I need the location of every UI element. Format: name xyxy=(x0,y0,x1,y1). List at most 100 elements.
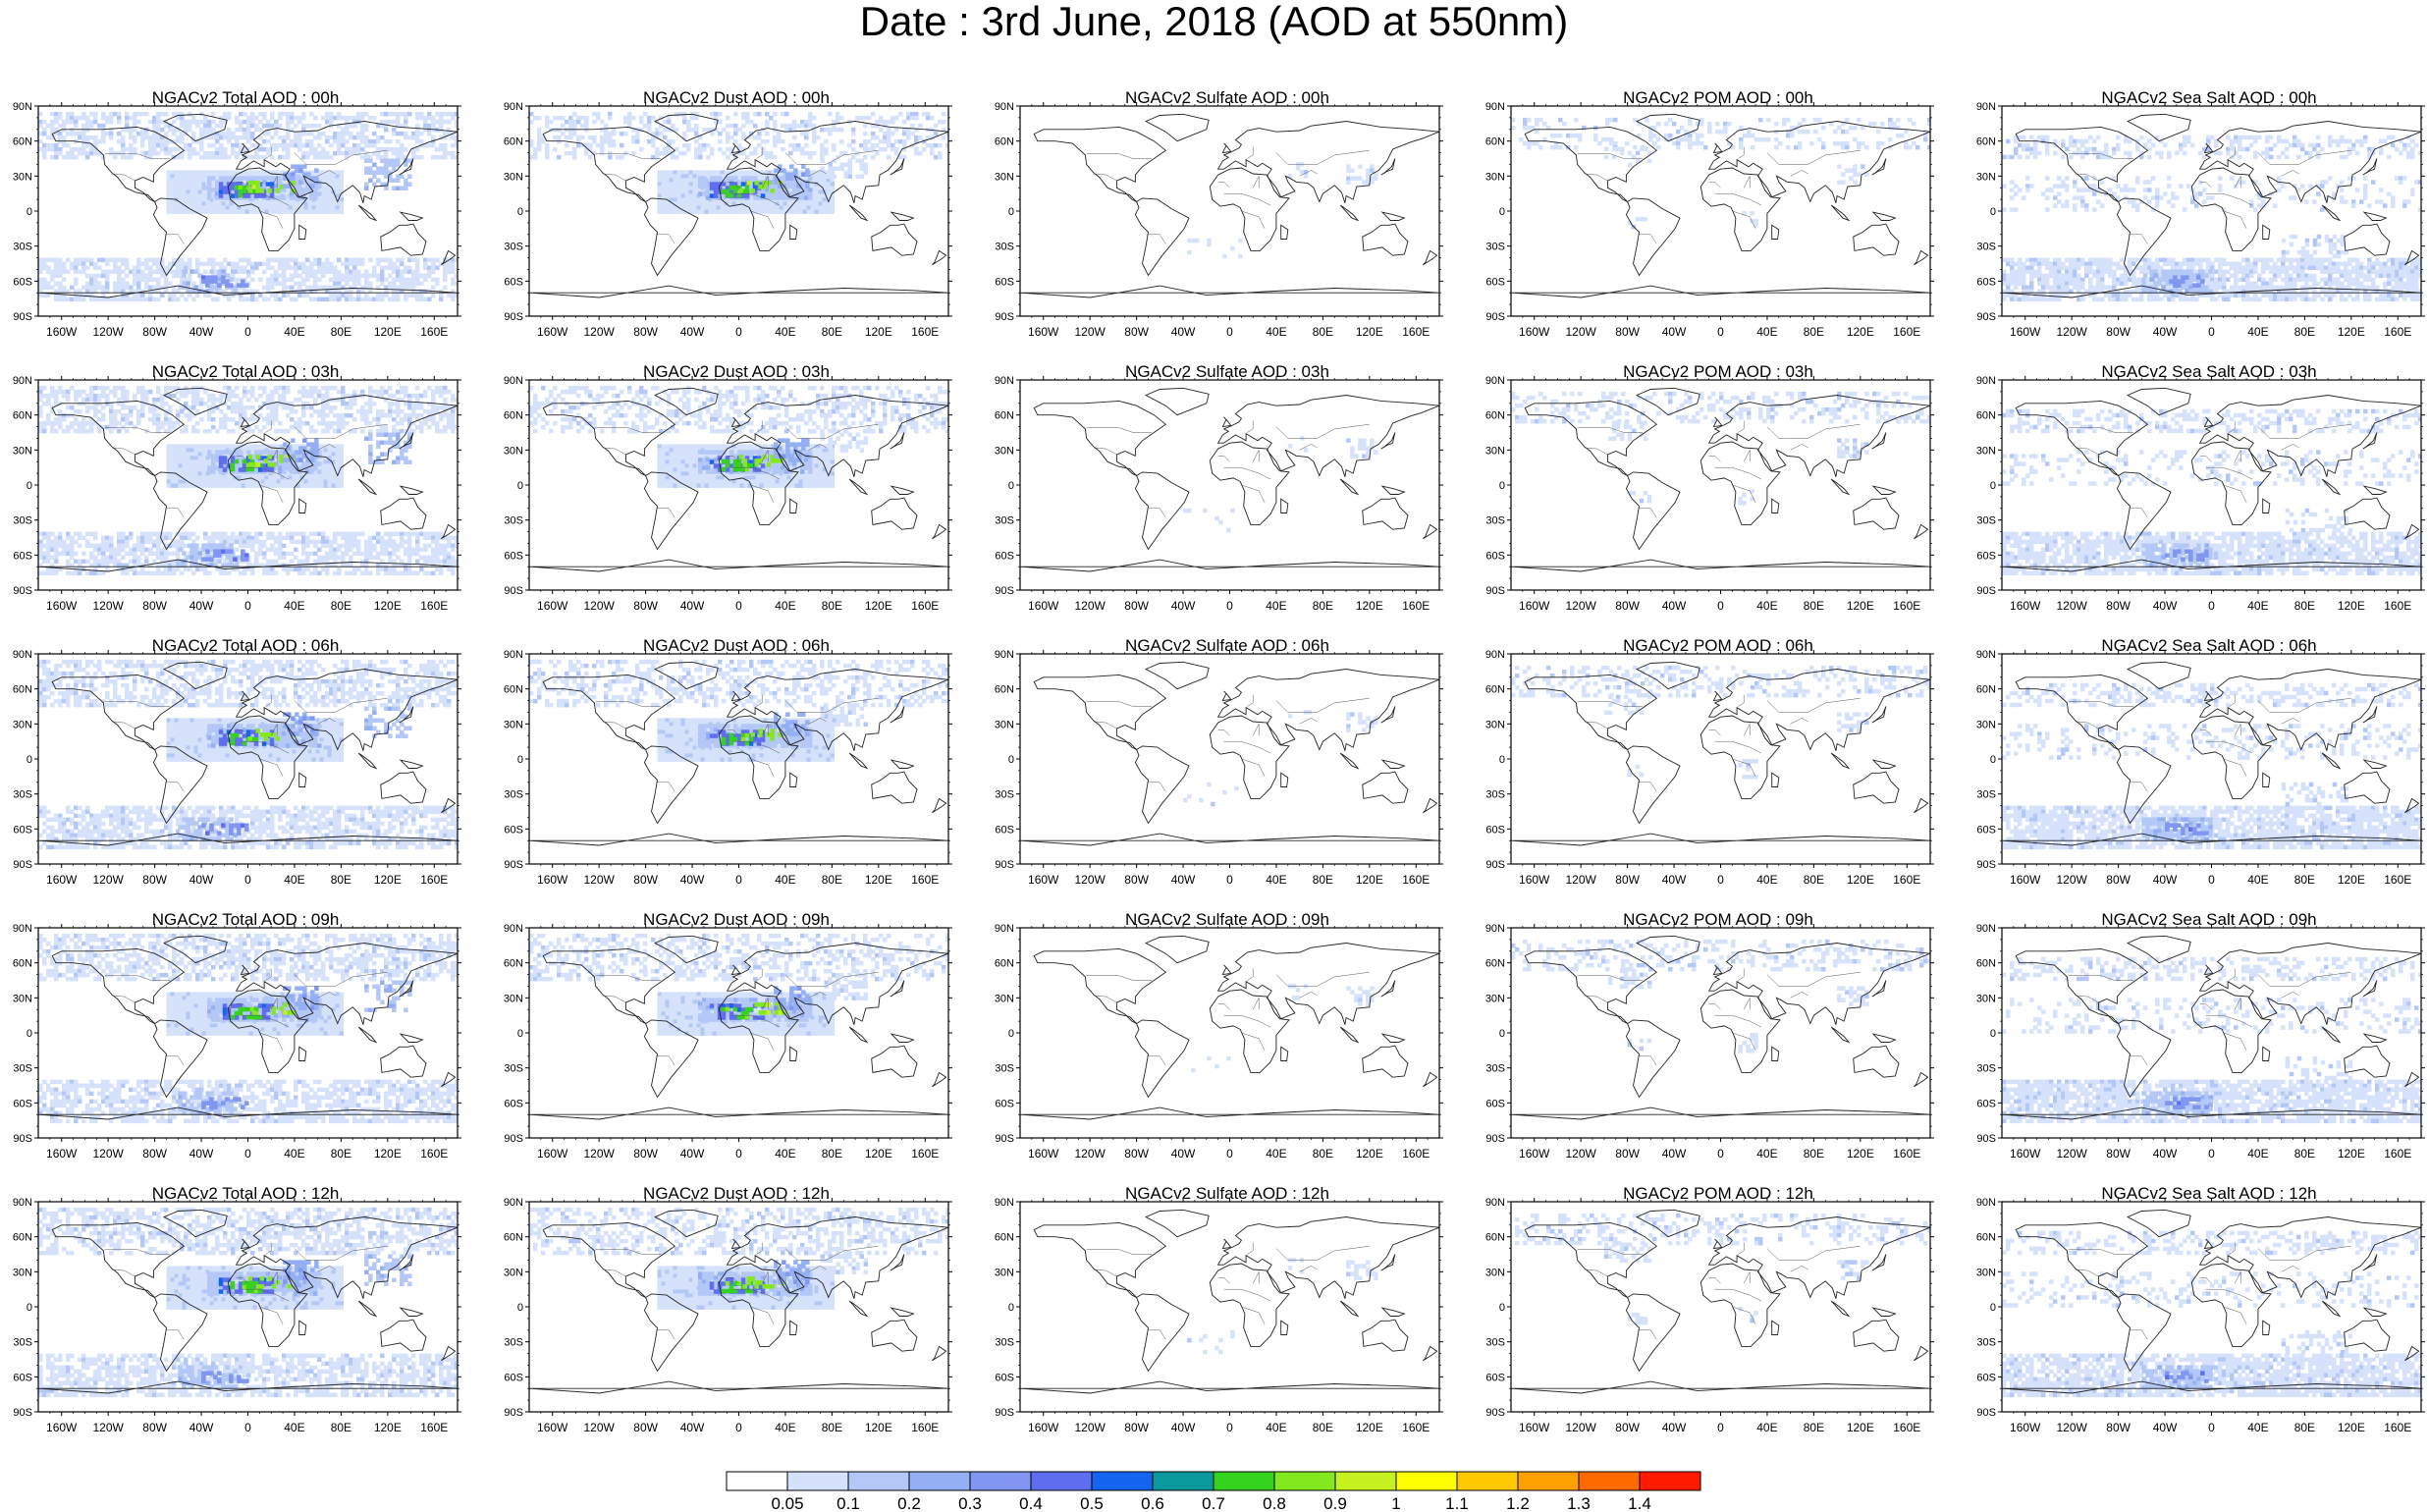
lat-tick-label: 30S xyxy=(1485,1063,1505,1075)
lon-tick-label: 120W xyxy=(92,325,124,339)
lon-tick-label: 80E xyxy=(1804,1147,1824,1161)
lon-tick-label: 40E xyxy=(2247,599,2268,613)
lat-tick-label: 0 xyxy=(517,480,523,492)
panel-title: NGACv2 POM AOD : 00h xyxy=(1473,88,1964,108)
lat-tick-label: 30S xyxy=(1976,515,1996,527)
colorbar-label: 0.8 xyxy=(1263,1494,1286,1512)
lon-tick-label: 120E xyxy=(1847,1147,1874,1161)
lon-tick-label: 40W xyxy=(680,1147,705,1161)
world-map: 90N 60N 30N 0 30S 60S 90S 160W 120W 80W 40W 0 40E 80E… xyxy=(1976,923,2425,1161)
lat-tick-label: 30S xyxy=(504,1337,523,1349)
lon-tick-label: 80E xyxy=(331,1421,351,1434)
lat-tick-label: 30N xyxy=(1485,1267,1505,1278)
lon-tick-label: 40E xyxy=(1756,1421,1777,1434)
lat-tick-label: 90S xyxy=(1485,1407,1505,1419)
lon-tick-label: 40E xyxy=(1756,1147,1777,1161)
lat-tick-label: 30N xyxy=(1485,719,1505,730)
lon-tick-label: 40W xyxy=(680,325,705,339)
lon-tick-label: 0 xyxy=(1717,599,1724,613)
lat-tick-label: 60S xyxy=(1485,276,1505,288)
lon-tick-label: 160E xyxy=(911,325,939,339)
lat-tick-label: 30N xyxy=(1976,719,1996,730)
colorbar-label: 0.1 xyxy=(836,1494,860,1512)
lat-tick-label: 0 xyxy=(1990,1028,1996,1040)
world-map: 90N 60N 30N 0 30S 60S 90S 160W 120W 80W 40W 0 40E 80E… xyxy=(504,1197,952,1434)
colorbar-label: 1.1 xyxy=(1445,1494,1469,1512)
lon-tick-label: 40E xyxy=(775,599,795,613)
lat-tick-label: 60N xyxy=(504,410,523,422)
lon-tick-label: 120E xyxy=(865,873,892,887)
lon-tick-label: 80W xyxy=(633,1421,658,1434)
lon-tick-label: 80E xyxy=(331,325,351,339)
lon-tick-label: 160E xyxy=(911,1147,939,1161)
map-panel: NGACv2 Total AOD : 03h 90N 60N 30N 0 30S 60S 90… xyxy=(0,362,491,636)
colorbar-swatch xyxy=(847,1471,910,1491)
lat-tick-label: 0 xyxy=(1499,1302,1505,1314)
lat-tick-label: 60N xyxy=(1485,684,1505,696)
lat-tick-label: 0 xyxy=(1008,206,1014,218)
lon-tick-label: 80W xyxy=(1124,1421,1149,1434)
lon-tick-label: 40W xyxy=(680,1421,705,1434)
lat-tick-label: 90S xyxy=(1976,1407,1996,1419)
lon-tick-label: 40W xyxy=(1662,1147,1687,1161)
lon-tick-label: 120W xyxy=(2056,599,2087,613)
lon-tick-label: 40E xyxy=(1756,873,1777,887)
lon-tick-label: 160E xyxy=(420,325,448,339)
panel-title: NGACv2 Dust AOD : 06h xyxy=(491,636,982,656)
lat-tick-label: 90S xyxy=(1485,585,1505,597)
lat-tick-label: 30N xyxy=(1485,171,1505,183)
lon-tick-label: 80E xyxy=(2294,599,2315,613)
lon-tick-label: 40E xyxy=(1266,599,1286,613)
lat-tick-label: 60S xyxy=(13,1372,32,1383)
lon-tick-label: 160E xyxy=(911,1421,939,1434)
lat-tick-label: 60S xyxy=(1976,550,1996,562)
lat-tick-label: 30N xyxy=(995,719,1014,730)
lon-tick-label: 120E xyxy=(865,1421,892,1434)
lat-tick-label: 60N xyxy=(1976,1232,1996,1244)
lon-tick-label: 120W xyxy=(92,599,124,613)
lon-tick-label: 160W xyxy=(1519,1147,1550,1161)
lon-tick-label: 80W xyxy=(1615,1147,1640,1161)
colorbar-swatch xyxy=(1456,1471,1519,1491)
lat-tick-label: 60N xyxy=(995,136,1014,148)
lat-tick-label: 0 xyxy=(1499,1028,1505,1040)
lon-tick-label: 120E xyxy=(2338,1147,2365,1161)
lat-tick-label: 60S xyxy=(1976,824,1996,836)
lat-tick-label: 90S xyxy=(13,859,32,871)
lon-tick-label: 160W xyxy=(537,1147,568,1161)
lon-tick-label: 0 xyxy=(244,1421,251,1434)
lon-tick-label: 80W xyxy=(2106,873,2131,887)
lat-tick-label: 0 xyxy=(1499,754,1505,766)
lat-tick-label: 60N xyxy=(504,1232,523,1244)
lat-tick-label: 90N xyxy=(504,1197,523,1209)
lon-tick-label: 80W xyxy=(1615,599,1640,613)
lat-tick-label: 60S xyxy=(995,276,1014,288)
lon-tick-label: 80W xyxy=(142,1421,167,1434)
lon-tick-label: 80E xyxy=(1313,1421,1333,1434)
lon-tick-label: 40E xyxy=(1266,873,1286,887)
lat-tick-label: 60N xyxy=(995,1232,1014,1244)
lon-tick-label: 120E xyxy=(1356,325,1383,339)
lon-tick-label: 120E xyxy=(1847,1421,1874,1434)
lon-tick-label: 80W xyxy=(142,325,167,339)
colorbar-label: 0.3 xyxy=(958,1494,982,1512)
panel-title: NGACv2 Sulfate AOD : 03h xyxy=(982,362,1473,382)
lat-tick-label: 30N xyxy=(13,993,32,1004)
map-panel: NGACv2 Dust AOD : 12h 90N 60N 30N 0 30S 60S 90S… xyxy=(491,1184,982,1458)
lat-tick-label: 30S xyxy=(995,1337,1014,1349)
lat-tick-label: 90S xyxy=(504,311,523,323)
map-panel: NGACv2 POM AOD : 06h 90N 60N 30N 0 30S 60S 90S 1… xyxy=(1473,636,1964,910)
lon-tick-label: 0 xyxy=(1717,1147,1724,1161)
lon-tick-label: 120E xyxy=(1356,1421,1383,1434)
lon-tick-label: 160W xyxy=(537,325,568,339)
lon-tick-label: 120W xyxy=(1565,325,1596,339)
lat-tick-label: 30S xyxy=(13,515,32,527)
colorbar-label: 0.2 xyxy=(897,1494,921,1512)
lat-tick-label: 30N xyxy=(995,445,1014,457)
lat-tick-label: 60S xyxy=(13,1098,32,1109)
lon-tick-label: 160E xyxy=(1402,599,1430,613)
lon-tick-label: 80W xyxy=(1124,873,1149,887)
lat-tick-label: 0 xyxy=(1990,480,1996,492)
lat-tick-label: 60S xyxy=(504,1372,523,1383)
lon-tick-label: 40E xyxy=(2247,1421,2268,1434)
